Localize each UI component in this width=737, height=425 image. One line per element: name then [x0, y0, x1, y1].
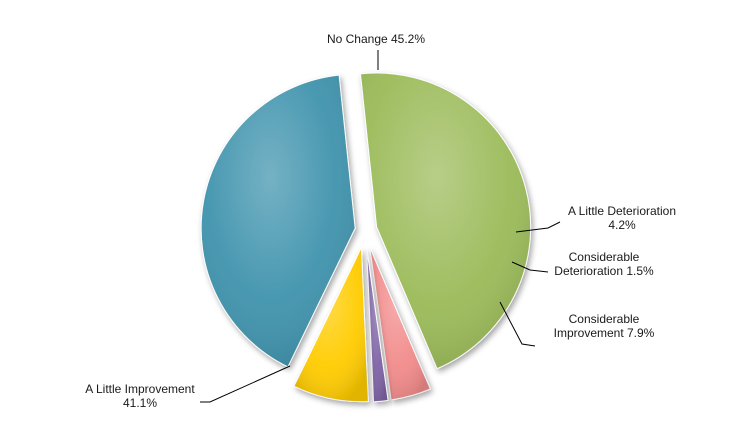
leader-line	[499, 301, 536, 347]
pie-slice-considerable-deterioration	[366, 247, 389, 403]
slice-label-line: 4.2%	[608, 218, 636, 232]
pie-slice-considerable-improvement	[293, 247, 369, 403]
slice-label-line: Considerable	[569, 250, 640, 264]
slice-label: A Little Deterioration 4.2%	[568, 204, 676, 232]
slice-label-line: Improvement 7.9%	[554, 326, 655, 340]
slice-label: Considerable Deterioration 1.5%	[554, 250, 654, 278]
pie-slice-a-little-improvement	[200, 74, 356, 368]
slice-label-line: No Change 45.2%	[327, 32, 425, 46]
slice-label: No Change 45.2%	[327, 32, 425, 46]
slice-label: A Little Improvement 41.1%	[85, 382, 195, 410]
pie-slice-a-little-deterioration	[369, 247, 431, 401]
leader-line	[511, 261, 549, 273]
slice-label-line: A Little Improvement	[85, 382, 195, 396]
pie-slice-no-change	[359, 72, 532, 370]
slice-label-line: Considerable	[569, 312, 640, 326]
leader-line	[515, 221, 561, 233]
slice-label-line: Deterioration 1.5%	[554, 264, 654, 278]
slice-label-line: A Little Deterioration	[568, 204, 676, 218]
leader-line	[200, 365, 291, 403]
slice-label-line: 41.1%	[123, 396, 157, 410]
slice-label: Considerable Improvement 7.9%	[554, 312, 655, 340]
